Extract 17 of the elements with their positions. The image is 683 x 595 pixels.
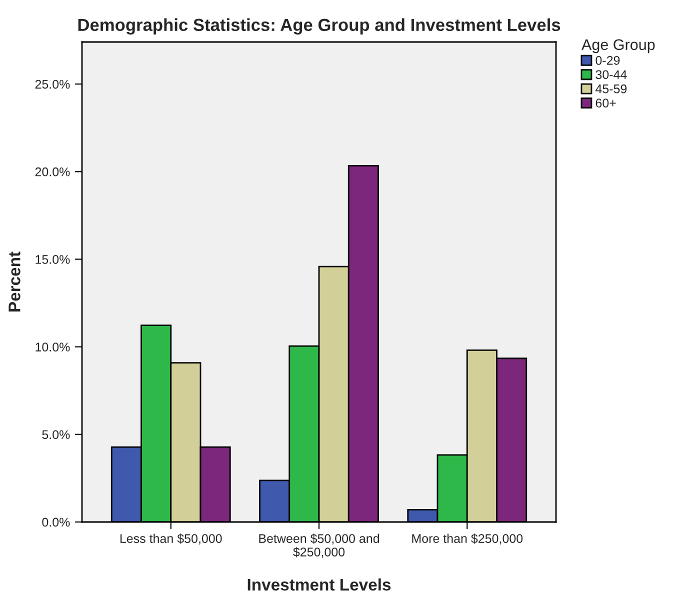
legend-label: 60+ [596,98,616,108]
legend-title: Age Group [582,39,655,54]
legend-label: 30-44 [596,70,627,80]
y-tick-label: 15.0% [36,255,70,264]
legend-label: 45-59 [596,84,627,94]
legend-label: 0-29 [596,56,620,65]
y-tick-label: 0.0% [42,518,70,527]
y-tick-label: 5.0% [42,430,70,440]
x-tick-label: Less than $50,000 [120,534,222,544]
x-tick-label: Between $50,000 and $250,000 [259,534,380,558]
x-tick-label: More than $250,000 [412,534,523,544]
y-tick-label: 10.0% [36,342,70,352]
y-tick-label: 25.0% [35,80,70,89]
x-axis-title: Investment Levels [248,578,391,591]
chart-title: Demographic Statistics: Age Group and Investment Levels [78,18,560,35]
y-axis-title: Percent [8,252,20,312]
y-tick-label: 20.0% [35,167,70,176]
